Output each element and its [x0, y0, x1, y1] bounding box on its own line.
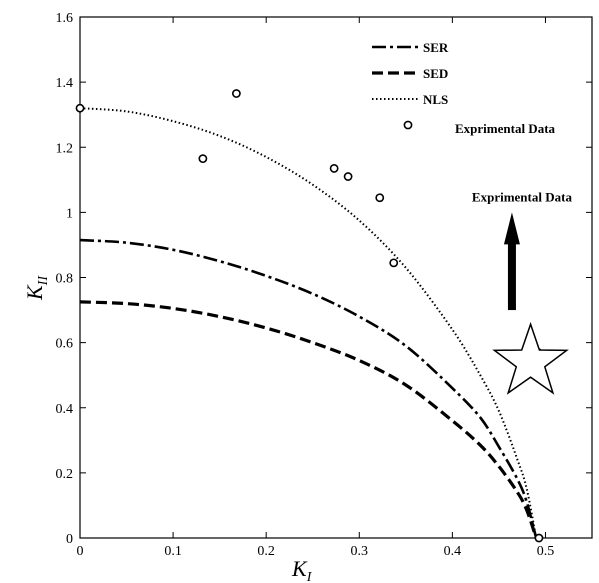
x-tick-label: 0 — [77, 544, 84, 559]
y-tick-label: 0 — [66, 532, 73, 547]
x-tick-label: 0.1 — [164, 544, 182, 559]
data-point — [534, 533, 544, 543]
y-axis-label: KII — [22, 275, 51, 301]
x-axis-label: KI — [291, 556, 313, 583]
y-tick-label: 0.6 — [56, 337, 74, 352]
y-tick-label: 0.2 — [56, 467, 74, 482]
series-nls-line — [79, 107, 538, 539]
legend-label-nls: NLS — [423, 92, 448, 107]
arrow-head — [503, 212, 520, 245]
x-tick-label: 0.2 — [257, 544, 275, 559]
y-tick-label: 0.4 — [56, 402, 74, 417]
y-tick-label: 1.6 — [56, 11, 74, 26]
y-tick-label: 1.2 — [56, 141, 74, 156]
series-sed-line — [79, 300, 538, 539]
data-point — [198, 154, 208, 164]
series-ser-line — [79, 238, 538, 539]
legend-label-ser: SER — [423, 40, 449, 55]
data-point — [343, 172, 353, 181]
data-point — [231, 89, 241, 98]
annotation: Exprimental Data — [472, 189, 573, 395]
data-point — [389, 258, 399, 268]
y-tick-label: 0.8 — [56, 272, 74, 287]
x-tick-label: 0.3 — [351, 544, 369, 559]
series-layer — [79, 107, 538, 539]
data-point — [375, 193, 385, 203]
legend-label-points: Exprimental Data — [455, 121, 556, 136]
star-marker — [492, 321, 569, 395]
annotation-label: Exprimental Data — [472, 189, 573, 204]
x-tick-label: 0.4 — [444, 544, 462, 559]
y-tick-label: 1 — [66, 206, 73, 221]
legend: SER SED NLS Exprimental Data — [372, 40, 556, 136]
axis-ticks: 0 0.1 0.2 0.3 0.4 0.5 0 0.2 0.4 0.6 0.8 1 1.2 1.4 1.6 — [56, 11, 592, 559]
data-point — [329, 164, 339, 173]
x-tick-label: 0.5 — [537, 544, 555, 559]
y-tick-label: 1.4 — [56, 76, 74, 91]
legend-label-sed: SED — [423, 66, 448, 81]
legend-marker-points — [403, 120, 413, 130]
data-point — [75, 103, 85, 113]
arrow-shaft — [507, 240, 516, 311]
